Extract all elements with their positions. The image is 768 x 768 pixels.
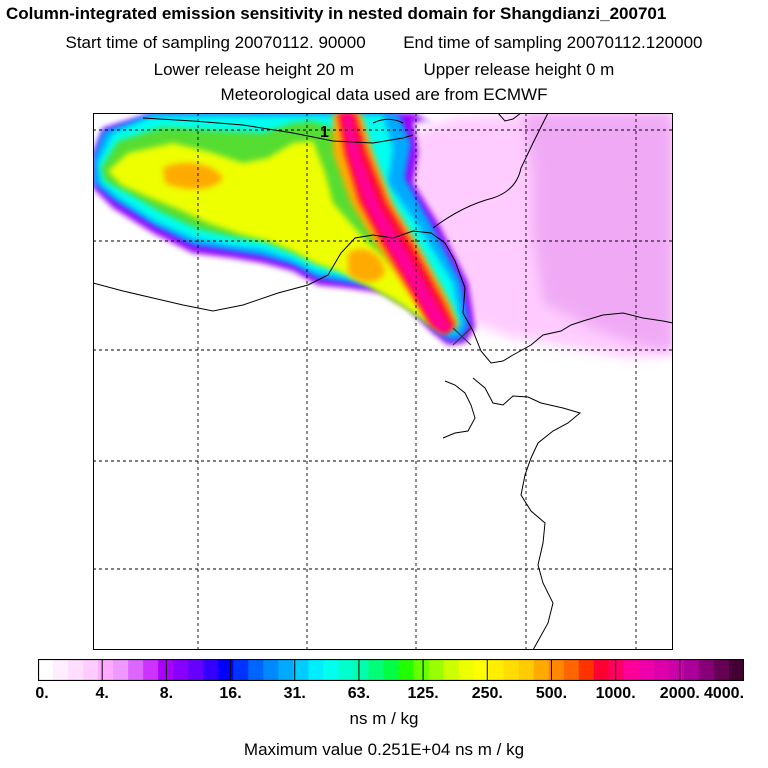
colorbar-swatch [368, 659, 385, 681]
sampling-time-row: Start time of sampling 20070112. 90000 E… [0, 33, 768, 53]
colorbar-swatch [353, 659, 370, 681]
colorbar-swatch [143, 659, 159, 681]
colorbar-swatch [488, 659, 505, 681]
colorbar-tick-label: 500. [535, 685, 568, 702]
colorbar-swatch [38, 659, 54, 681]
meteorological-data-label: Meteorological data used are from ECMWF [220, 85, 548, 104]
colorbar-swatch [458, 659, 475, 681]
colorbar-swatch [578, 659, 595, 681]
colorbar-swatch [173, 659, 189, 681]
colorbar-swatch [203, 659, 219, 681]
colorbar-tick-label: 125. [407, 685, 439, 702]
colorbar-swatch [113, 659, 129, 681]
trajectory-label: 1 [320, 124, 329, 141]
colorbar-swatch [428, 659, 445, 681]
colorbar-swatch [398, 659, 415, 681]
sensitivity-map: 1 [93, 113, 673, 650]
colorbar-tick-label: 31. [283, 685, 306, 702]
colorbar-tick-label: 1000. [595, 685, 636, 702]
colorbar-swatch [713, 659, 730, 681]
colorbar-swatch [668, 659, 685, 681]
maximum-value-label: Maximum value 0.251E+04 ns m / kg [243, 740, 525, 759]
colorbar [37, 658, 745, 682]
colorbar-swatch [263, 659, 279, 681]
colorbar-swatch [338, 659, 355, 681]
end-time-label: End time of sampling 20070112.120000 [403, 33, 703, 52]
colorbar-swatch [518, 659, 535, 681]
colorbar-tick-label: 4000. [703, 685, 745, 702]
colorbar-border [37, 658, 745, 682]
colorbar-swatch [308, 659, 324, 681]
colorbar-tick-label: 16. [219, 685, 242, 702]
colorbar-tick-label: 250. [471, 685, 503, 702]
colorbar-swatch [653, 659, 670, 681]
colorbar-swatch [698, 659, 715, 681]
release-height-row: Lower release height 20 m Upper release … [0, 60, 768, 80]
colorbar-unit-label: ns m / kg [349, 709, 419, 728]
colorbar-swatch [383, 659, 400, 681]
lat-lon-grid [93, 113, 673, 650]
colorbar-tick-label: 63. [347, 685, 371, 702]
colorbar-tick-label: 8. [159, 685, 174, 702]
colorbar-swatch [188, 659, 204, 681]
upper-release-height-label: Upper release height 0 m [423, 60, 615, 79]
colorbar-swatch [98, 659, 114, 681]
colorbar-swatch [548, 659, 565, 681]
colorbar-swatch [83, 659, 99, 681]
colorbar-swatch [728, 659, 745, 681]
colorbar-scale [37, 658, 745, 682]
colorbar-swatch [563, 659, 580, 681]
pale-sensitivity-field [403, 113, 673, 358]
colorbar-swatch [53, 659, 69, 681]
start-time-label: Start time of sampling 20070112. 90000 [65, 33, 366, 52]
plot-title: Column-integrated emission sensitivity i… [6, 4, 667, 23]
map-panel: 1 [93, 113, 673, 650]
colorbar-swatch [503, 659, 520, 681]
colorbar-tick-label: 4. [95, 685, 109, 702]
colorbar-swatch [233, 659, 249, 681]
colorbar-swatch [278, 659, 294, 681]
colorbar-swatch [128, 659, 144, 681]
emission-plume [93, 113, 475, 345]
colorbar-swatch [413, 659, 430, 681]
colorbar-swatch [623, 659, 640, 681]
colorbar-swatch [68, 659, 84, 681]
colorbar-tick-label: 2000. [659, 685, 700, 702]
colorbar-swatch [533, 659, 550, 681]
colorbar-swatch [323, 659, 340, 681]
lower-release-height-label: Lower release height 20 m [153, 60, 354, 79]
colorbar-swatch [248, 659, 264, 681]
colorbar-swatch [218, 659, 234, 681]
receptor-marker [452, 327, 472, 346]
colorbar-swatch [443, 659, 460, 681]
colorbar-tick-label: 0. [35, 685, 49, 702]
colorbar-swatch [293, 659, 309, 681]
colorbar-swatch [593, 659, 610, 681]
coastlines [93, 113, 673, 650]
colorbar-swatch [638, 659, 655, 681]
colorbar-swatch [473, 659, 490, 681]
colorbar-swatch [608, 659, 625, 681]
colorbar-swatch [683, 659, 700, 681]
